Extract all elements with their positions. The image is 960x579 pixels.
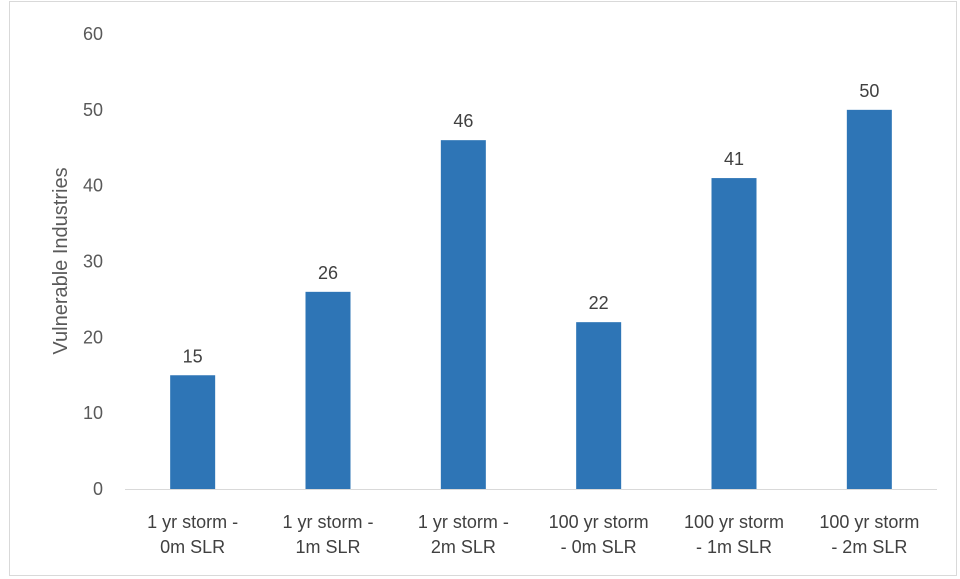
y-axis-ticks: 0 10 20 30 40 50 60 xyxy=(83,24,103,499)
x-tick-label: 100 yr storm xyxy=(684,512,784,532)
x-tick-label: - 2m SLR xyxy=(831,537,907,557)
data-label: 50 xyxy=(859,81,879,101)
data-label: 26 xyxy=(318,263,338,283)
x-tick-label: 0m SLR xyxy=(160,537,225,557)
y-tick-label: 50 xyxy=(83,100,103,120)
bar xyxy=(846,109,892,489)
y-tick-label: 20 xyxy=(83,327,103,347)
x-tick-label: 1 yr storm - xyxy=(282,512,373,532)
y-axis-title: Vulnerable Industries xyxy=(50,167,72,354)
bar xyxy=(576,322,622,489)
x-tick-label: 1 yr storm - xyxy=(418,512,509,532)
data-label: 46 xyxy=(453,111,473,131)
data-labels: 15 26 46 22 41 50 xyxy=(183,81,880,366)
y-tick-label: 30 xyxy=(83,252,103,272)
bar xyxy=(440,140,486,489)
y-tick-label: 10 xyxy=(83,403,103,423)
bar xyxy=(170,375,216,489)
y-tick-label: 0 xyxy=(93,479,103,499)
x-tick-label: 2m SLR xyxy=(431,537,496,557)
x-axis-labels: 1 yr storm - 0m SLR 1 yr storm - 1m SLR 1 yr… xyxy=(147,512,919,557)
bar xyxy=(305,291,351,489)
bars xyxy=(170,109,892,490)
x-tick-label: 1m SLR xyxy=(295,537,360,557)
bar xyxy=(711,178,757,490)
data-label: 41 xyxy=(724,149,744,169)
data-label: 15 xyxy=(183,346,203,366)
data-label: 22 xyxy=(589,293,609,313)
x-tick-label: 1 yr storm - xyxy=(147,512,238,532)
x-tick-label: 100 yr storm xyxy=(549,512,649,532)
y-tick-label: 60 xyxy=(83,24,103,44)
x-tick-label: - 1m SLR xyxy=(696,537,772,557)
x-tick-label: - 0m SLR xyxy=(561,537,637,557)
x-tick-label: 100 yr storm xyxy=(819,512,919,532)
y-tick-label: 40 xyxy=(83,176,103,196)
